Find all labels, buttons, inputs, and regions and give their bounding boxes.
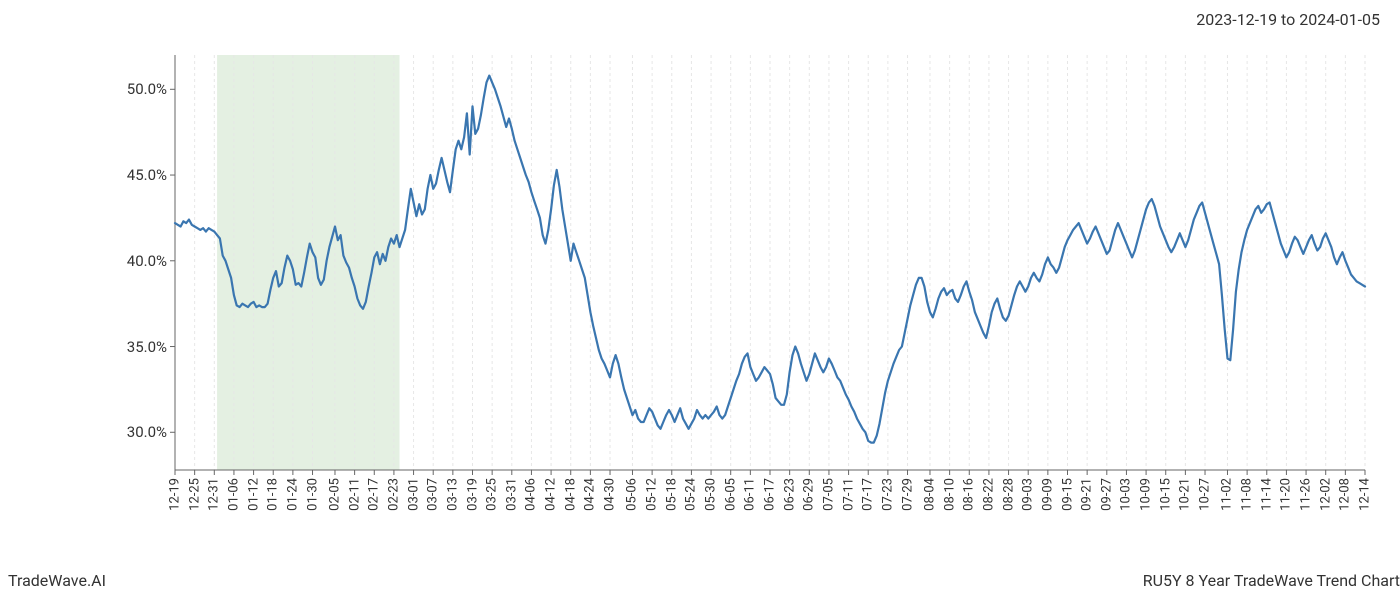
x-axis-tick-label: 03-31: [504, 478, 519, 511]
x-axis-tick-label: 07-23: [880, 478, 895, 511]
x-axis-tick-label: 02-23: [386, 478, 401, 511]
x-axis-tick-label: 08-04: [922, 478, 937, 511]
x-axis-tick-label: 05-06: [625, 478, 640, 511]
x-axis-tick-label: 05-18: [664, 478, 679, 511]
x-axis-tick-label: 12-19: [168, 478, 183, 511]
x-axis-tick-label: 09-09: [1040, 478, 1055, 511]
x-axis-tick-label: 02-05: [327, 478, 342, 511]
x-axis-tick-label: 11-26: [1299, 478, 1314, 511]
x-axis-tick-label: 04-18: [563, 478, 578, 511]
x-axis-tick-label: 08-28: [1001, 478, 1016, 511]
x-axis-tick-label: 01-12: [246, 478, 261, 511]
x-axis-tick-label: 05-30: [704, 478, 719, 511]
x-axis-tick-label: 07-05: [821, 478, 836, 511]
x-axis-tick-label: 03-01: [406, 478, 421, 511]
x-axis-tick-label: 08-10: [942, 478, 957, 511]
y-axis-tick-label: 40.0%: [127, 252, 167, 270]
x-axis-tick-label: 03-07: [426, 478, 441, 511]
x-axis-tick-label: 01-30: [305, 478, 320, 511]
y-axis-tick-label: 45.0%: [127, 166, 167, 184]
x-axis-tick-label: 12-25: [187, 478, 202, 511]
x-axis-tick-label: 11-14: [1259, 478, 1274, 511]
brand-label: TradeWave.AI: [8, 571, 106, 590]
x-axis-tick-label: 10-03: [1119, 478, 1134, 511]
x-axis-tick-label: 02-11: [347, 478, 362, 511]
x-axis-tick-label: 07-11: [841, 478, 856, 511]
y-axis-tick-label: 50.0%: [127, 80, 167, 98]
x-axis-tick-label: 12-02: [1318, 478, 1333, 511]
date-range-label: 2023-12-19 to 2024-01-05: [1196, 10, 1380, 29]
x-axis-tick-label: 10-27: [1198, 478, 1213, 511]
x-axis-tick-label: 11-02: [1220, 478, 1235, 511]
x-axis-tick-label: 01-24: [285, 478, 300, 511]
x-axis-tick-label: 06-23: [782, 478, 797, 511]
x-axis-tick-label: 09-15: [1060, 478, 1075, 511]
x-axis-tick-label: 12-08: [1338, 478, 1353, 511]
x-axis-tick-label: 10-09: [1139, 478, 1154, 511]
x-axis-tick-label: 06-05: [723, 478, 738, 511]
y-axis-tick-label: 30.0%: [127, 423, 167, 441]
x-axis-tick-label: 08-22: [981, 478, 996, 511]
y-axis-tick-label: 35.0%: [127, 338, 167, 356]
x-axis-tick-label: 11-08: [1240, 478, 1255, 511]
x-axis-tick-label: 03-13: [445, 478, 460, 511]
x-axis-tick-label: 12-31: [207, 478, 222, 511]
x-axis-tick-label: 04-24: [583, 478, 598, 511]
x-axis-tick-label: 12-14: [1358, 478, 1373, 511]
x-axis-tick-label: 03-19: [465, 478, 480, 511]
x-axis-tick-label: 04-30: [603, 478, 618, 511]
x-axis-tick-label: 09-27: [1099, 478, 1114, 511]
x-axis-tick-label: 07-29: [900, 478, 915, 511]
x-axis-tick-label: 02-17: [367, 478, 382, 511]
x-axis-tick-label: 03-25: [485, 478, 500, 511]
x-axis-tick-label: 04-06: [524, 478, 539, 511]
x-axis-tick-label: 07-17: [861, 478, 876, 511]
trend-chart: 30.0%35.0%40.0%45.0%50.0% 12-1912-2512-3…: [175, 55, 1365, 470]
x-axis-tick-label: 09-21: [1080, 478, 1095, 511]
x-axis-tick-label: 01-18: [266, 478, 281, 511]
x-axis-tick-label: 06-17: [763, 478, 778, 511]
x-axis-tick-label: 05-12: [645, 478, 660, 511]
x-axis-tick-label: 08-16: [962, 478, 977, 511]
x-axis-tick-label: 04-12: [544, 478, 559, 511]
x-axis-tick-label: 05-24: [684, 478, 699, 511]
chart-title: RU5Y 8 Year TradeWave Trend Chart: [1143, 571, 1400, 590]
x-axis-tick-label: 10-21: [1178, 478, 1193, 511]
x-axis-tick-label: 09-03: [1021, 478, 1036, 511]
x-axis-tick-label: 06-11: [743, 478, 758, 511]
x-axis-tick-label: 11-20: [1279, 478, 1294, 511]
x-axis-tick-label: 10-15: [1158, 478, 1173, 511]
x-axis-tick-label: 01-06: [226, 478, 241, 511]
x-axis-tick-label: 06-29: [802, 478, 817, 511]
